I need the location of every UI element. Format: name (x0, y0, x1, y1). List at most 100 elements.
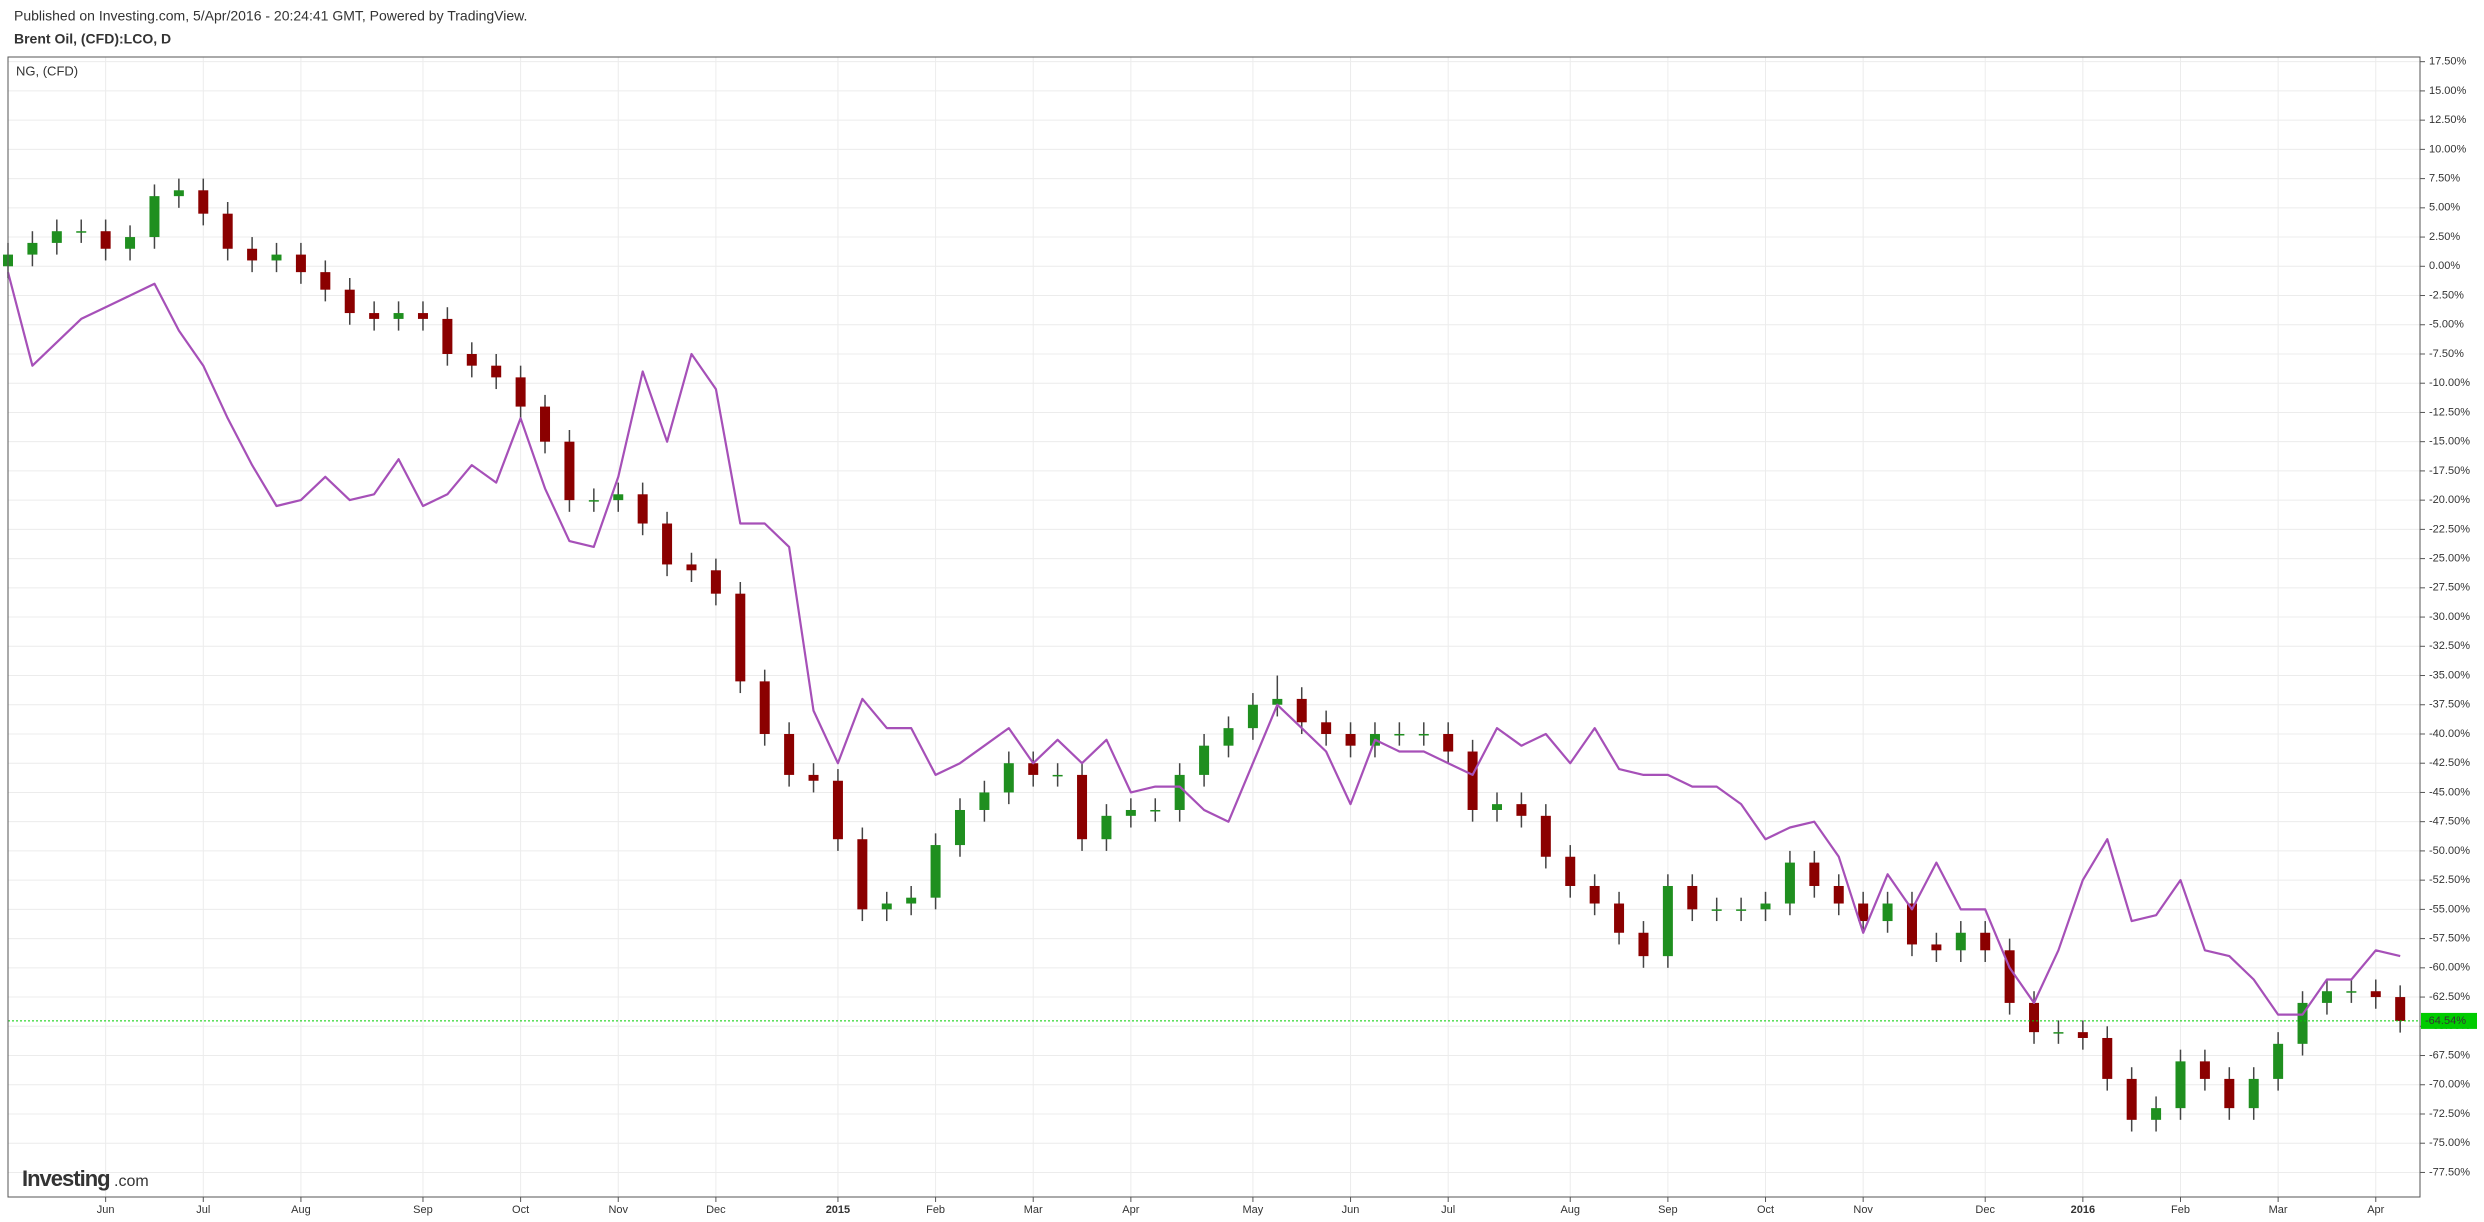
y-tick-label: -12.50% (2429, 406, 2470, 418)
candle-body (1003, 763, 1014, 793)
candle-body (1955, 932, 1966, 951)
candle-body (1931, 944, 1942, 951)
x-tick-label: Oct (512, 1204, 529, 1216)
candle-body (1028, 763, 1039, 775)
x-tick-label: 2016 (2071, 1204, 2095, 1216)
x-tick-label: Jul (1441, 1204, 1455, 1216)
candle-body (1247, 704, 1258, 729)
y-tick-label: -55.00% (2429, 903, 2470, 915)
source-note: Published on Investing.com, 5/Apr/2016 -… (14, 8, 527, 24)
candle-body (393, 313, 404, 319)
candle-body (881, 903, 892, 910)
y-tick-label: -32.50% (2429, 640, 2470, 652)
y-tick-label: -35.00% (2429, 669, 2470, 681)
candle-body (2004, 950, 2015, 1003)
y-tick-label: 7.50% (2429, 173, 2460, 185)
candle-body (271, 254, 282, 261)
y-tick-label: 0.00% (2429, 260, 2460, 272)
y-tick-label: -37.50% (2429, 699, 2470, 711)
candle-body (2126, 1078, 2137, 1120)
y-tick-label: -25.00% (2429, 553, 2470, 565)
x-tick-label: Nov (608, 1204, 628, 1216)
candle-body (320, 272, 331, 290)
x-tick-label: Feb (926, 1204, 945, 1216)
y-tick-label: -70.00% (2429, 1079, 2470, 1091)
candle-body (954, 809, 965, 846)
candle-body (173, 190, 184, 197)
candle-body (1906, 903, 1917, 945)
candle-body (2199, 1061, 2210, 1079)
logo-main: Investing (22, 1166, 110, 1191)
candle-body (2321, 991, 2332, 1003)
candle-body (1540, 815, 1551, 857)
candle-body (759, 681, 770, 734)
candle-body (222, 213, 233, 249)
candle-body (1223, 728, 1234, 746)
x-tick-label: Jul (196, 1204, 210, 1216)
candle-body (2077, 1032, 2088, 1038)
y-tick-label: -45.00% (2429, 786, 2470, 798)
y-tick-label: 15.00% (2429, 85, 2467, 97)
candle-body (1077, 774, 1088, 840)
candle-body (369, 313, 380, 319)
x-tick-label: Jun (97, 1204, 115, 1216)
y-tick-label: -60.00% (2429, 962, 2470, 974)
candle-body (1833, 885, 1844, 904)
candle-body (515, 377, 526, 407)
candle-body (564, 441, 575, 501)
last-value-box (2421, 1012, 2477, 1029)
y-tick-label: -10.00% (2429, 377, 2470, 389)
logo-suffix: .com (114, 1173, 149, 1190)
candle-body (2102, 1037, 2113, 1079)
candle-body (1052, 774, 1063, 777)
candle-body (1662, 885, 1673, 957)
x-tick-label: Sep (1658, 1204, 1678, 1216)
y-tick-label: -47.50% (2429, 816, 2470, 828)
candle-body (662, 523, 673, 565)
candle-body (1418, 733, 1429, 736)
candle-body (540, 406, 551, 442)
candle-body (930, 845, 941, 898)
candle-body (344, 289, 355, 314)
y-tick-label: -2.50% (2429, 289, 2464, 301)
candle-body (1272, 698, 1283, 705)
x-tick-label: Aug (1560, 1204, 1580, 1216)
candle-body (1199, 745, 1210, 775)
candle-body (2346, 991, 2357, 993)
candle-body (1345, 733, 1356, 746)
candle-body (1516, 804, 1527, 816)
candle-body (784, 733, 795, 775)
candle-body (1858, 903, 1869, 922)
y-tick-label: -30.00% (2429, 611, 2470, 623)
candle-body (1467, 751, 1478, 810)
main-series-title: Brent Oil, (CFD):LCO, D (14, 31, 171, 47)
overlay-series-title: NG, (CFD) (16, 63, 78, 78)
x-tick-label: Apr (1122, 1204, 1139, 1216)
x-tick-label: Dec (1975, 1204, 1995, 1216)
candle-body (417, 313, 428, 319)
y-tick-label: -77.50% (2429, 1166, 2470, 1178)
candle-body (1784, 862, 1795, 904)
candle-body (1492, 804, 1503, 810)
candle-body (2029, 1002, 2040, 1033)
candle-body (27, 242, 38, 255)
candle-body (637, 494, 648, 524)
candle-body (2370, 991, 2381, 998)
candle-body (1638, 932, 1649, 957)
x-tick-label: Oct (1757, 1204, 1774, 1216)
candle-body (1614, 903, 1625, 933)
candle-body (76, 231, 87, 233)
x-tick-label: Nov (1853, 1204, 1873, 1216)
candle-body (979, 792, 990, 810)
candle-body (1882, 903, 1893, 922)
y-tick-label: -62.50% (2429, 991, 2470, 1003)
candle-body (1565, 856, 1576, 886)
candle-body (2248, 1078, 2259, 1109)
y-tick-label: -67.50% (2429, 1049, 2470, 1061)
y-tick-label: -27.50% (2429, 582, 2470, 594)
x-tick-label: Feb (2171, 1204, 2190, 1216)
y-tick-label: -15.00% (2429, 436, 2470, 448)
candle-body (1321, 722, 1332, 734)
